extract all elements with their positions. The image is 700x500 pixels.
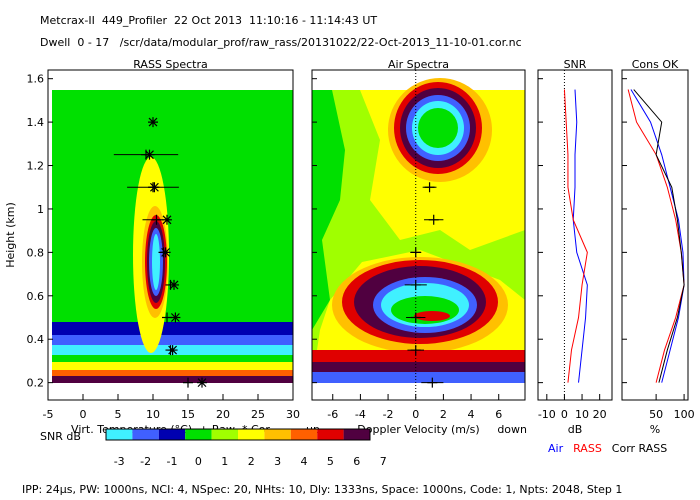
colorbar-tick-label: 6 (353, 455, 360, 468)
air-contours (312, 78, 525, 383)
x-tick-label: -5 (43, 408, 54, 421)
colorbar-frame (105, 428, 371, 441)
colorbar-tick-label: 1 (221, 455, 228, 468)
star-marker (149, 182, 160, 193)
x-right-label: down (497, 423, 527, 436)
plus-marker (151, 214, 162, 225)
x-tick-label: -2 (383, 408, 394, 421)
colorbar-swatch (264, 429, 291, 440)
y-tick-label: 0.8 (27, 246, 45, 259)
legend-entry: Air (548, 442, 564, 455)
plot-frame (47, 69, 294, 401)
colorbar-tick-label: -2 (140, 455, 151, 468)
colorbar-swatch (238, 429, 265, 440)
legend-entry: RASS (573, 442, 602, 455)
plus-marker (410, 279, 421, 290)
y-tick-label: 0.6 (27, 290, 45, 303)
plus-marker (410, 345, 421, 356)
colorbar-tick-label: 4 (301, 455, 308, 468)
colorbar-swatch (132, 429, 159, 440)
plot-frame (621, 69, 689, 401)
x-axis-label: dB (568, 423, 583, 436)
x-tick-label: 20 (216, 408, 230, 421)
legend-entry: Corr RASS (612, 442, 667, 455)
x-tick-label: 30 (286, 408, 300, 421)
colorbar-tick-label: 5 (327, 455, 334, 468)
colorbar-swatch (185, 429, 212, 440)
x-tick-label: 6 (495, 408, 502, 421)
x-tick-label: 50 (649, 408, 663, 421)
star-marker (169, 279, 179, 290)
profile-line (572, 89, 588, 383)
plus-marker (410, 247, 421, 258)
x-tick-label: 100 (674, 408, 695, 421)
plus-marker (427, 377, 438, 388)
y-axis-label: Height (km) (4, 202, 17, 268)
y-tick-label: 1 (37, 203, 44, 216)
panel-title: Air Spectra (388, 58, 449, 71)
profile-line (563, 89, 588, 383)
header-subtitle: Dwell 0 - 17 /scr/data/modular_prof/raw_… (40, 36, 522, 49)
y-tick-label: 0.2 (27, 377, 45, 390)
colorbar-tick-label: 7 (380, 455, 387, 468)
profile-line (633, 89, 685, 383)
plot-frame (311, 69, 526, 401)
x-tick-label: -6 (327, 408, 338, 421)
x-tick-label: 2 (440, 408, 447, 421)
x-tick-label: 15 (181, 408, 195, 421)
panel-title: SNR (564, 58, 587, 71)
header-title: Metcrax-II 449_Profiler 22 Oct 2013 11:1… (40, 14, 377, 27)
star-marker (167, 345, 178, 356)
plus-marker (410, 312, 421, 323)
x-axis-label: % (650, 423, 660, 436)
y-tick-label: 0.4 (27, 333, 45, 346)
colorbar-tick-label: -1 (167, 455, 178, 468)
panel-title: Cons OK (632, 58, 679, 71)
x-tick-label: 4 (468, 408, 475, 421)
colorbar-tick-label: -3 (114, 455, 125, 468)
plus-marker (428, 214, 439, 225)
panel-title: RASS Spectra (133, 58, 208, 71)
x-tick-label: 0 (412, 408, 419, 421)
rass-contours (52, 90, 293, 383)
star-marker (170, 312, 181, 323)
y-tick-label: 1.4 (27, 116, 45, 129)
x-tick-label: -4 (355, 408, 366, 421)
x-tick-label: -10 (538, 408, 556, 421)
x-tick-label: 10 (146, 408, 160, 421)
colorbar-swatch (158, 429, 186, 440)
star-marker (160, 247, 171, 258)
x-tick-label: 25 (251, 408, 265, 421)
star-marker (162, 214, 172, 225)
colorbar-title: SNR dB (40, 430, 81, 443)
x-tick-label: 5 (115, 408, 122, 421)
profile-line (627, 89, 685, 383)
x-tick-label: 10 (575, 408, 589, 421)
star-marker (148, 117, 158, 128)
footer-params: IPP: 24μs, PW: 1000ns, NCI: 4, NSpec: 20… (22, 483, 622, 496)
y-tick-label: 1.6 (27, 73, 45, 86)
plus-marker (424, 182, 435, 193)
colorbar-swatch (290, 429, 318, 440)
colorbar-tick-label: 2 (248, 455, 255, 468)
y-tick-label: 1.2 (27, 160, 45, 173)
colorbar-swatch (343, 429, 370, 440)
colorbar-swatch (317, 429, 344, 440)
plot-frame (537, 69, 613, 401)
x-tick-label: 0 (80, 408, 87, 421)
x-tick-label: 0 (561, 408, 568, 421)
x-tick-label: 20 (593, 408, 607, 421)
profile-line (630, 89, 685, 383)
star-marker (144, 149, 155, 160)
colorbar-swatch (106, 429, 133, 440)
colorbar-swatch (211, 429, 238, 440)
colorbar-tick-label: 3 (274, 455, 281, 468)
plus-marker (162, 312, 172, 323)
star-marker (197, 377, 207, 388)
plus-marker (183, 377, 193, 388)
colorbar-tick-label: 0 (195, 455, 202, 468)
x-axis-label: Doppler Velocity (m/s) (357, 423, 479, 436)
